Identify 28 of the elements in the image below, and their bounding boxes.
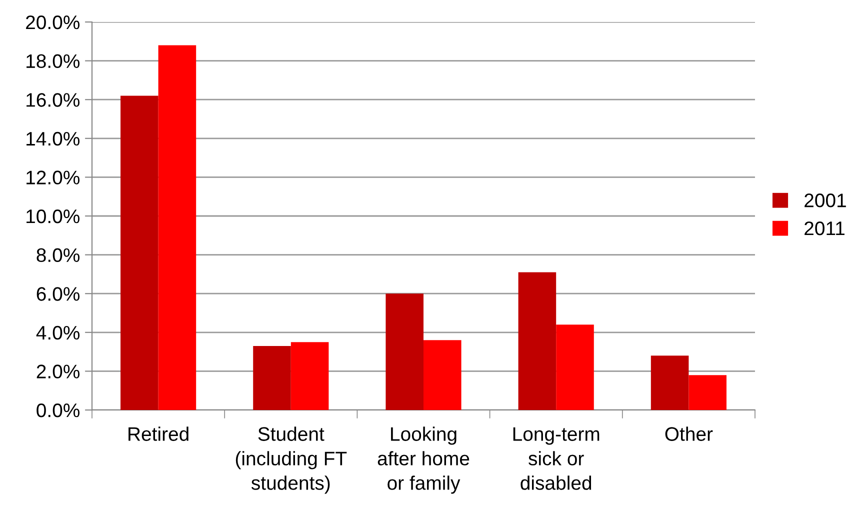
y-tick-label: 6.0%	[36, 287, 80, 301]
bar	[290, 342, 329, 410]
bar	[556, 324, 594, 410]
x-tick-label: Retired	[128, 426, 188, 441]
y-tick-label: 2.0%	[36, 364, 80, 378]
y-tick-label: 0.0%	[36, 403, 80, 418]
bar	[518, 272, 556, 410]
y-tick-label: 20.0%	[26, 15, 80, 30]
y-tick-label: 10.0%	[26, 209, 80, 224]
y-tick-label: 8.0%	[36, 248, 80, 262]
bar	[253, 346, 291, 410]
y-tick-label: 16.0%	[26, 93, 80, 107]
y-tick-label: 4.0%	[36, 326, 80, 340]
legend-label: 2001	[804, 194, 846, 208]
bar	[158, 45, 196, 410]
bar	[386, 294, 424, 410]
bar	[650, 356, 689, 410]
x-tick-label: Looking after home or family	[378, 426, 470, 494]
bar	[688, 375, 726, 410]
x-tick-label: Long-term sick or disabled	[513, 427, 600, 490]
y-tick-label: 12.0%	[26, 170, 80, 184]
legend-label: 2011	[804, 221, 844, 236]
y-tick-label: 14.0%	[26, 132, 80, 146]
x-tick-label: Other	[665, 426, 713, 441]
y-tick-label: 18.0%	[26, 54, 80, 68]
bar	[120, 96, 158, 410]
bar	[424, 340, 462, 410]
x-tick-label: Student (including FT students)	[236, 426, 347, 494]
